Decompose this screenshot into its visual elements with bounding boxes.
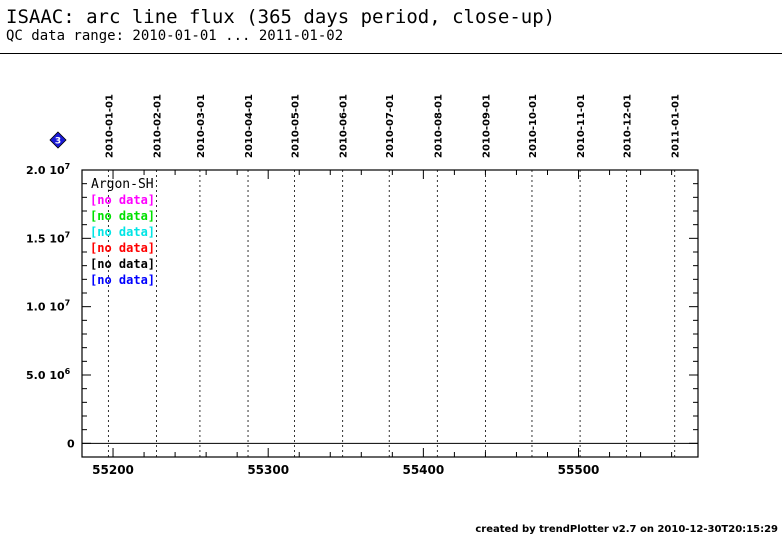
x-tick-label: 55200 [92, 463, 134, 477]
month-label: 2010-02-01 [152, 94, 163, 158]
legend-entry: [no data] [90, 209, 155, 223]
badge-diamond [49, 131, 67, 149]
y-tick-label: 1.5 107 [26, 230, 70, 245]
month-label: 2010-06-01 [339, 94, 350, 158]
month-label: 2010-03-01 [196, 94, 207, 158]
chart-subtitle: QC data range: 2010-01-01 ... 2011-01-02 [6, 28, 344, 44]
month-label: 2010-04-01 [244, 94, 255, 158]
plot-frame [81, 169, 699, 458]
x-tick-label: 55500 [558, 463, 600, 477]
month-label: 2010-12-01 [623, 94, 634, 158]
y-tick-labels: 0 5.0 106 1.0 107 1.5 107 2.0 107 [26, 162, 75, 450]
month-label: 2011-01-01 [671, 94, 682, 158]
month-label: 2010-05-01 [291, 94, 302, 158]
header-divider [0, 53, 782, 54]
x-tick-labels: 55200 55300 55400 55500 [92, 463, 599, 477]
month-label: 2010-09-01 [481, 94, 492, 158]
y-tick-label: 5.0 106 [26, 367, 71, 382]
x-tick-label: 55400 [402, 463, 444, 477]
chart-header: ISAAC: arc line flux (365 days period, c… [6, 6, 555, 45]
month-labels: 2010-01-01 2010-02-01 2010-03-01 2010-04-01… [104, 94, 681, 158]
legend-entry: [no data] [90, 193, 155, 207]
y-tick-label: 1.0 107 [26, 299, 70, 314]
axis-ticks [81, 169, 698, 458]
chart-title: ISAAC: arc line flux (365 days period, c… [6, 6, 556, 28]
month-gridlines [107, 170, 676, 457]
legend-entry: [no data] [90, 225, 155, 239]
month-label: 2010-08-01 [433, 94, 444, 158]
month-label: 2010-07-01 [385, 94, 396, 158]
month-label: 2010-11-01 [576, 94, 587, 158]
month-label: 2010-10-01 [528, 94, 539, 158]
y-tick-label: 0 [67, 437, 75, 450]
legend-entry: [no data] [90, 273, 155, 287]
legend: Argon-SH[no data][no data][no data][no d… [90, 177, 155, 287]
legend-entry: [no data] [90, 257, 155, 271]
footer-credit: created by trendPlotter v2.7 on 2010-12-… [475, 524, 778, 535]
y-tick-label: 2.0 107 [26, 162, 70, 177]
x-tick-label: 55300 [247, 463, 289, 477]
legend-entry: [no data] [90, 241, 155, 255]
month-label: 2010-01-01 [104, 94, 115, 158]
badge-label: 3 [55, 137, 61, 147]
badge-marker: 3 [49, 131, 67, 149]
legend-title: Argon-SH [91, 177, 154, 192]
